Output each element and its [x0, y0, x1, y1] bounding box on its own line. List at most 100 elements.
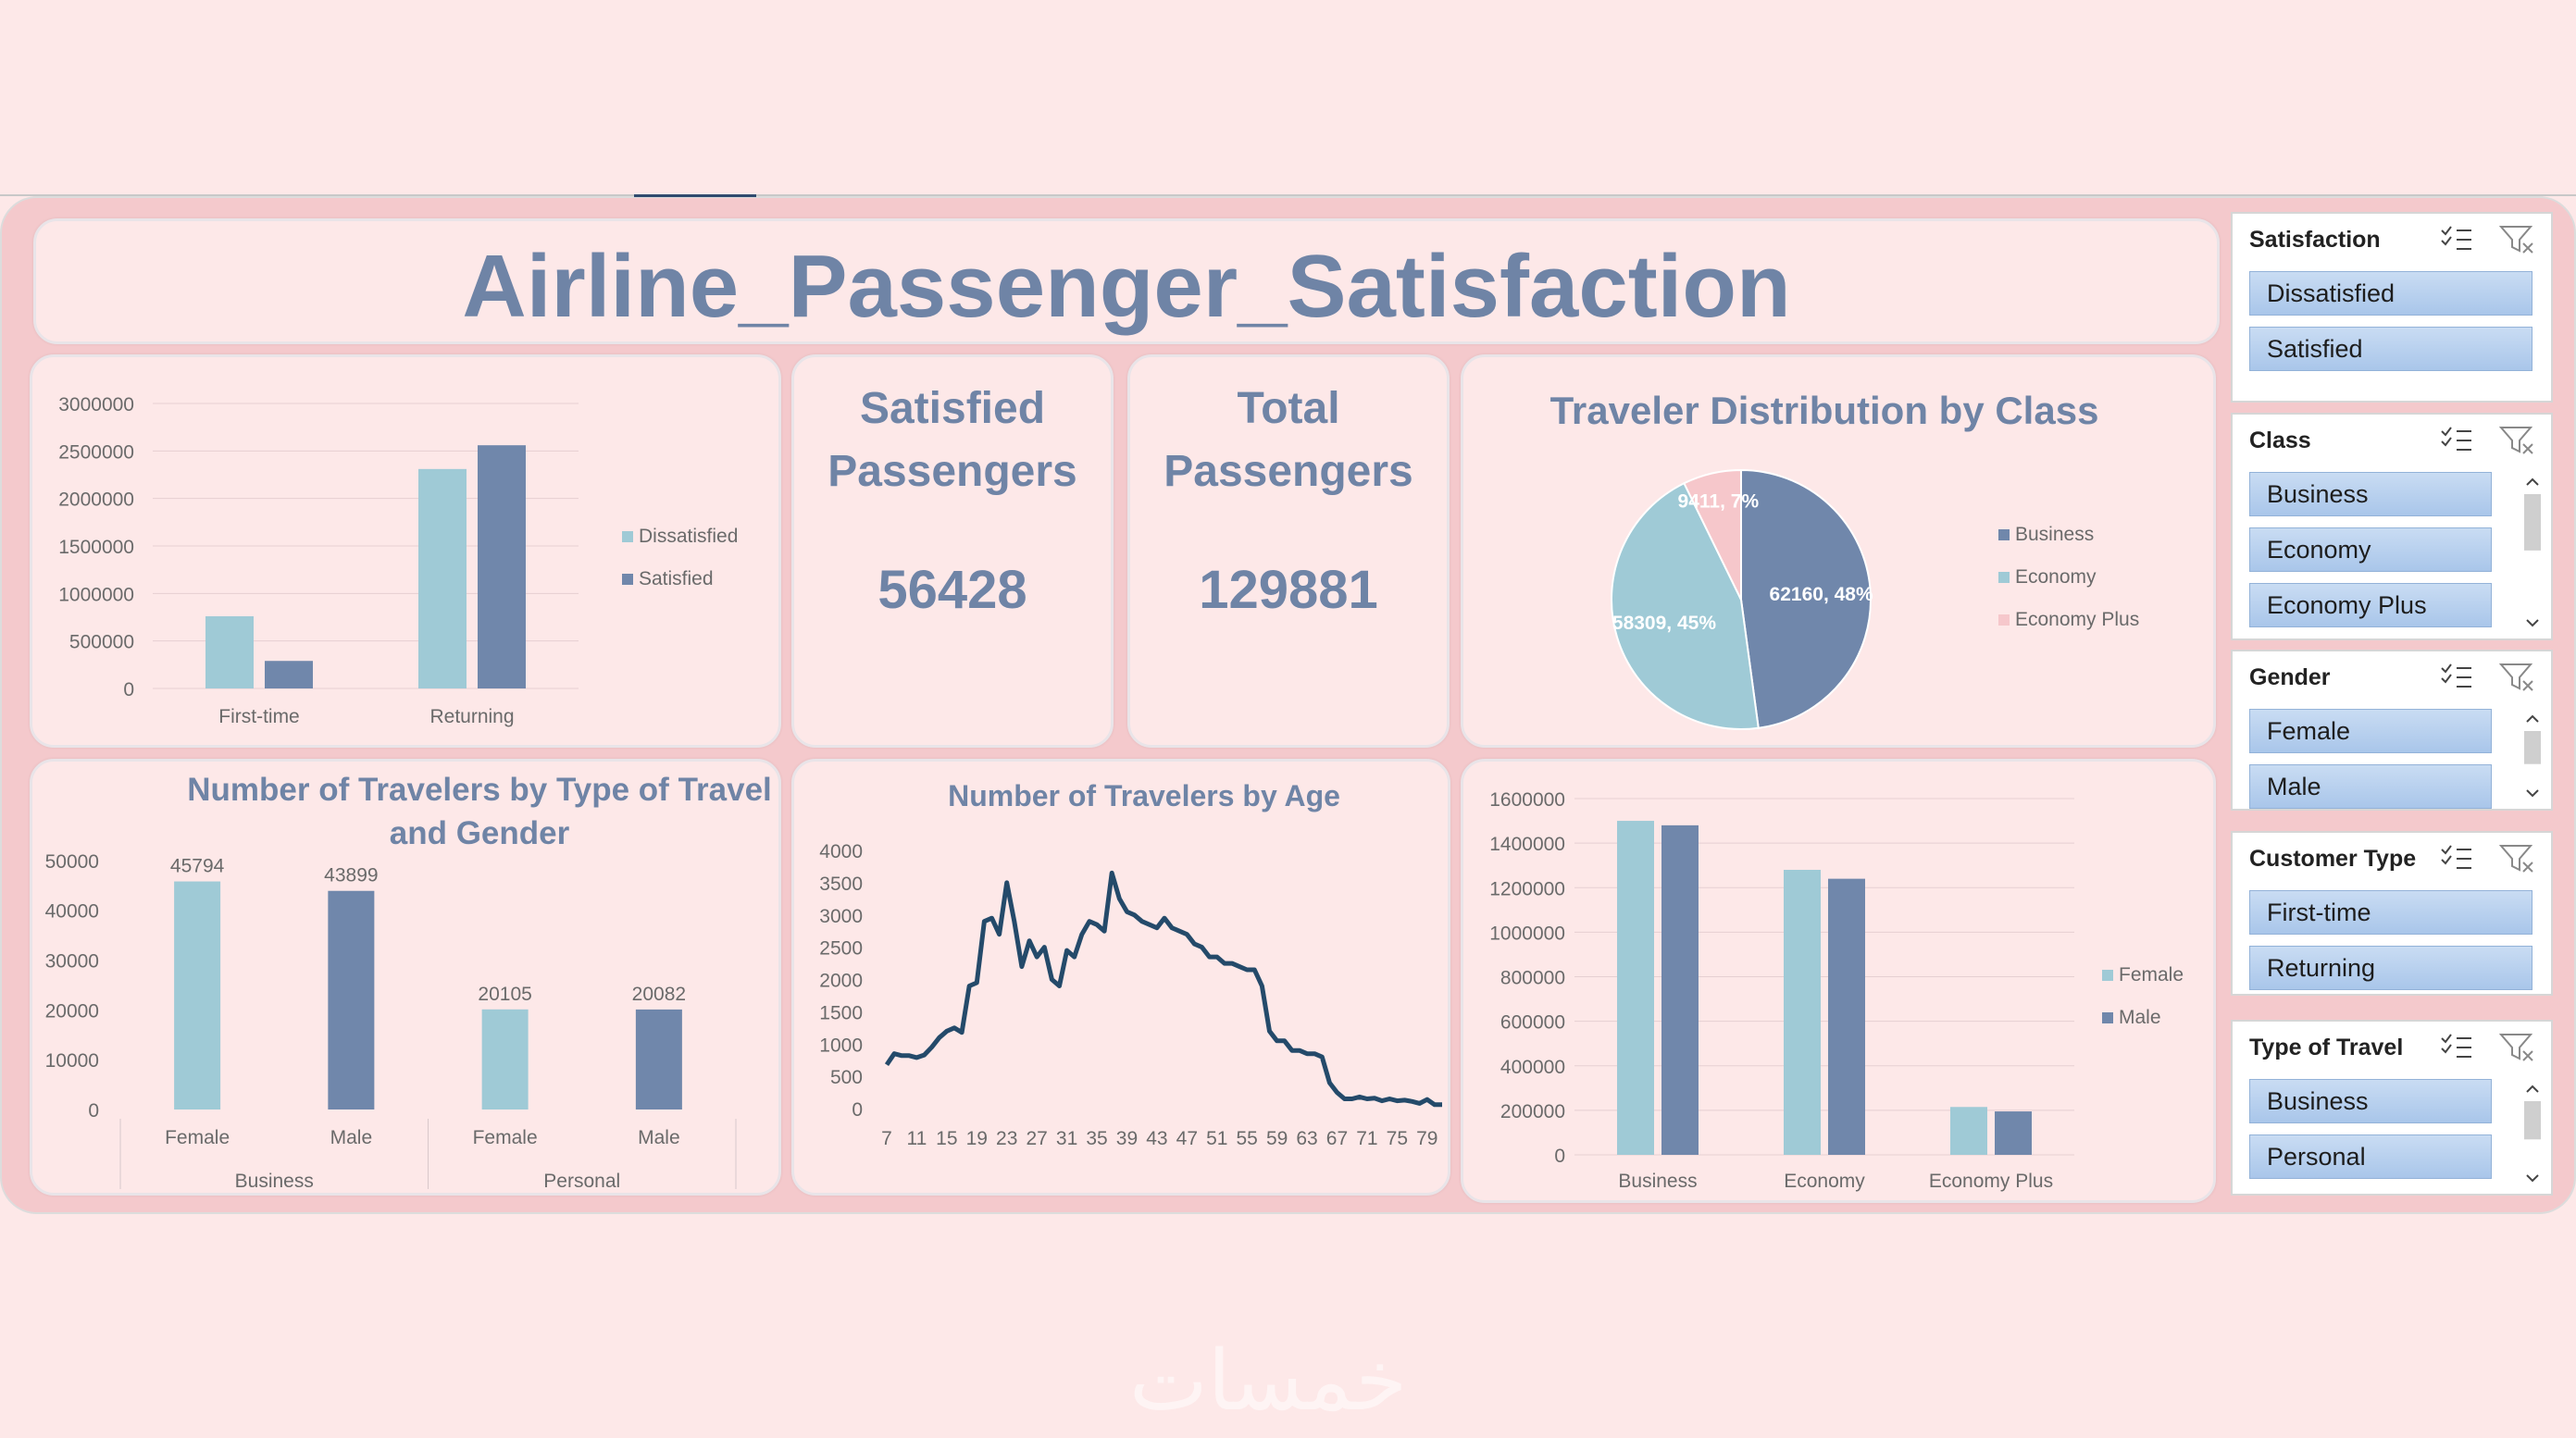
bar-male: [635, 1009, 682, 1109]
x-tick-label: 51: [1206, 1128, 1227, 1149]
x-category-label: Male: [638, 1127, 680, 1148]
clear-filter-icon[interactable]: [2498, 663, 2533, 691]
slicer-item-male[interactable]: Male: [2249, 764, 2492, 809]
x-tick-label: 71: [1356, 1128, 1377, 1149]
scroll-thumb[interactable]: [2524, 1101, 2541, 1140]
x-tick-label: 59: [1266, 1128, 1288, 1149]
multi-select-icon[interactable]: [2441, 845, 2471, 869]
scroll-down-icon[interactable]: [2526, 1174, 2539, 1183]
slicer-gender: Gender Female Male: [2231, 650, 2553, 811]
bar-dissatisfied: [205, 615, 254, 688]
satisfied-kpi-label: Satisfied Passengers: [828, 384, 1077, 496]
slicer-customer-type: Customer Type First-time Returning: [2231, 831, 2553, 996]
bar-male: [1828, 878, 1865, 1155]
legend-label: Dissatisfied: [639, 526, 738, 547]
clear-filter-icon[interactable]: [2498, 1034, 2533, 1061]
slicer-item-economy-plus[interactable]: Economy Plus: [2249, 583, 2492, 627]
y-tick-label: 1000000: [58, 584, 134, 605]
slicer-title: Satisfaction: [2249, 227, 2381, 253]
scroll-down-icon[interactable]: [2526, 619, 2539, 627]
sheet-accent-line: [634, 194, 756, 197]
slicer-class: Class Business Economy Economy Plus: [2231, 413, 2553, 640]
legend-swatch: [2102, 970, 2113, 981]
slicer-item-first-time[interactable]: First-time: [2249, 890, 2532, 935]
x-tick-label: 75: [1387, 1128, 1408, 1149]
slicer-toolbar: [2441, 663, 2533, 691]
class-gender-chart: 1600000 1400000 1200000 1000000 800000 600000…: [1489, 789, 2184, 1192]
total-kpi-value: 129881: [1199, 560, 1378, 620]
clear-filter-icon[interactable]: [2498, 845, 2533, 873]
y-tick-label: 40000: [45, 901, 99, 923]
y-tick-label: 0: [1554, 1146, 1565, 1167]
scroll-up-icon[interactable]: [2526, 477, 2539, 486]
clear-filter-icon[interactable]: [2498, 427, 2533, 454]
data-label: 43899: [324, 865, 378, 886]
scroll-thumb[interactable]: [2524, 731, 2541, 764]
slicer-item-satisfied[interactable]: Satisfied: [2249, 327, 2532, 371]
satisfied-kpi-value: 56428: [877, 560, 1027, 620]
scroll-down-icon[interactable]: [2526, 789, 2539, 798]
x-group-label: Personal: [543, 1171, 620, 1192]
y-tick-label: 2500: [819, 938, 863, 960]
bar-male: [1661, 824, 1699, 1155]
slicer-item-female[interactable]: Female: [2249, 709, 2492, 753]
customer-type-satisfaction-chart: 3000000 2500000 2000000 1500000 1000000 50000…: [58, 394, 738, 727]
y-tick-label: 2000000: [58, 490, 134, 511]
multi-select-icon[interactable]: [2441, 427, 2471, 451]
scroll-up-icon[interactable]: [2526, 714, 2539, 723]
legend-swatch: [2102, 1012, 2113, 1023]
bar-male: [328, 890, 375, 1109]
slicer-header: Type of Travel: [2233, 1022, 2551, 1068]
age-series-line: [884, 870, 1442, 1108]
customer-type-chart-card: 3000000 2500000 2000000 1500000 1000000 50000…: [30, 354, 781, 748]
data-label: 20082: [632, 984, 686, 1005]
scroll-up-icon[interactable]: [2526, 1085, 2539, 1093]
x-tick-label: 39: [1116, 1128, 1138, 1149]
chart-title-line: and Gender: [390, 815, 570, 851]
y-tick-label: 1500: [819, 1002, 863, 1023]
y-tick-label: 20000: [45, 1000, 99, 1022]
multi-select-icon[interactable]: [2441, 226, 2471, 250]
y-tick-label: 30000: [45, 951, 99, 973]
x-tick-label: 23: [996, 1128, 1017, 1149]
total-kpi-card: Total Passengers 129881: [1127, 354, 1450, 748]
bar-female: [481, 1009, 529, 1109]
bar-female: [1950, 1107, 1987, 1155]
y-tick-label: 10000: [45, 1050, 99, 1072]
multi-select-icon[interactable]: [2441, 663, 2471, 688]
x-tick-label: 7: [881, 1128, 892, 1149]
slicer-item-economy[interactable]: Economy: [2249, 527, 2492, 572]
slicer-item-returning[interactable]: Returning: [2249, 946, 2532, 990]
scroll-thumb[interactable]: [2524, 494, 2541, 551]
bar-dissatisfied: [418, 468, 467, 688]
slicer-scrollbar[interactable]: [2521, 1079, 2544, 1188]
legend-swatch: [1998, 529, 2010, 540]
window-top-border: [0, 194, 2576, 196]
x-category-label: Economy: [1784, 1171, 1865, 1192]
slicer-scrollbar[interactable]: [2521, 472, 2544, 633]
slicer-item-personal[interactable]: Personal: [2249, 1134, 2492, 1179]
y-tick-label: 2000: [819, 971, 863, 992]
y-tick-label: 1000: [819, 1035, 863, 1056]
slicer-title: Customer Type: [2249, 846, 2417, 872]
y-tick-label: 3000: [819, 906, 863, 927]
travel-type-gender-chart: Number of Travelers by Type of Travel and…: [45, 772, 772, 1192]
slicer-item-business[interactable]: Business: [2249, 1079, 2492, 1123]
chart-title-line: Number of Travelers by Type of Travel: [187, 772, 772, 808]
x-tick-label: 47: [1176, 1128, 1198, 1149]
legend-label: Economy: [2015, 566, 2097, 588]
slicer-toolbar: [2441, 226, 2533, 254]
y-tick-label: 400000: [1500, 1057, 1565, 1078]
slicer-item-business[interactable]: Business: [2249, 472, 2492, 516]
pie-data-label: 58309, 45%: [1612, 613, 1716, 634]
y-tick-label: 500: [830, 1067, 863, 1088]
slicer-title: Class: [2249, 428, 2311, 453]
multi-select-icon[interactable]: [2441, 1034, 2471, 1058]
y-tick-label: 3000000: [58, 394, 134, 415]
slicer-item-dissatisfied[interactable]: Dissatisfied: [2249, 271, 2532, 316]
clear-filter-icon[interactable]: [2498, 226, 2533, 254]
legend-swatch: [1998, 572, 2010, 583]
x-category-label: Economy Plus: [1929, 1171, 2053, 1192]
x-tick-label: 79: [1416, 1128, 1437, 1149]
slicer-scrollbar[interactable]: [2521, 709, 2544, 803]
